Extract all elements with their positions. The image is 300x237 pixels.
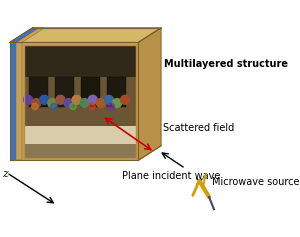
Polygon shape: [16, 28, 45, 42]
Circle shape: [88, 95, 97, 104]
Text: z: z: [2, 169, 8, 179]
Circle shape: [64, 99, 73, 108]
Text: Scattered field: Scattered field: [163, 123, 234, 133]
Circle shape: [72, 95, 81, 104]
Circle shape: [40, 95, 49, 104]
Circle shape: [70, 103, 76, 110]
Circle shape: [80, 99, 89, 108]
Polygon shape: [24, 45, 136, 77]
Text: Multilayered structure: Multilayered structure: [164, 59, 288, 69]
Circle shape: [24, 95, 33, 104]
Polygon shape: [10, 28, 161, 42]
Circle shape: [32, 99, 40, 108]
Circle shape: [108, 103, 114, 110]
Polygon shape: [55, 77, 74, 107]
Polygon shape: [10, 42, 16, 160]
Polygon shape: [10, 42, 138, 160]
Polygon shape: [29, 77, 48, 107]
Circle shape: [112, 99, 122, 108]
Polygon shape: [10, 28, 39, 42]
Circle shape: [121, 95, 130, 104]
Polygon shape: [81, 77, 100, 107]
Polygon shape: [24, 144, 136, 158]
Polygon shape: [24, 126, 136, 144]
Circle shape: [96, 99, 105, 108]
Polygon shape: [16, 42, 22, 160]
Circle shape: [89, 103, 95, 110]
Text: Plane incident wave: Plane incident wave: [122, 171, 220, 181]
Polygon shape: [138, 28, 161, 160]
Polygon shape: [24, 45, 136, 158]
Circle shape: [32, 103, 38, 110]
Text: Microwave source: Microwave source: [212, 177, 299, 187]
Circle shape: [51, 103, 57, 110]
Circle shape: [48, 99, 57, 108]
Polygon shape: [24, 77, 136, 126]
Polygon shape: [107, 77, 126, 107]
Circle shape: [56, 95, 65, 104]
Circle shape: [104, 95, 113, 104]
